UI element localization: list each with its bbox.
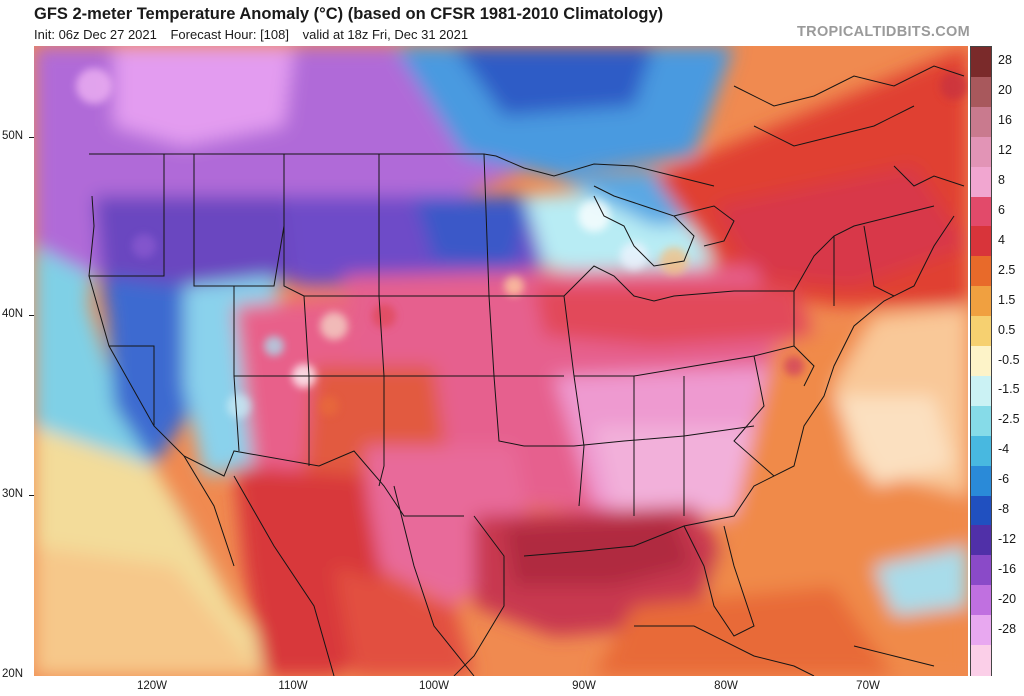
- colorbar-label: 16: [998, 113, 1012, 128]
- colorbar-label: 2.5: [998, 262, 1016, 277]
- lat-label-20n: 20N: [2, 668, 24, 680]
- lat-label-30n: 30N: [2, 488, 24, 500]
- colorbar-label: -6: [998, 472, 1010, 487]
- colorbar-label: -12: [998, 531, 1017, 546]
- colorbar-segment: [971, 196, 991, 228]
- lat-label-50n: 50N: [2, 130, 24, 142]
- colorbar-segment: [971, 166, 991, 198]
- lat-tick: [29, 495, 34, 496]
- colorbar-label: 6: [998, 202, 1005, 217]
- lon-label-70w: 70W: [856, 680, 880, 692]
- colorbar-label: 28: [998, 53, 1012, 68]
- us-canada-border: [89, 153, 715, 187]
- colorbar-segment: [971, 615, 991, 646]
- colorbar-segment: [971, 525, 991, 556]
- chart-title: GFS 2-meter Temperature Anomaly (°C) (ba…: [34, 5, 664, 23]
- colorbar-label: 4: [998, 232, 1005, 247]
- anomaly-detail: [76, 68, 968, 418]
- lat-tick: [29, 315, 34, 316]
- chart-subtitle: Init: 06z Dec 27 2021 Forecast Hour: [10…: [34, 27, 478, 42]
- colorbar-segment: [971, 645, 991, 676]
- colorbar-label: -1.5: [998, 382, 1020, 397]
- colorbar-label: 12: [998, 143, 1012, 158]
- init-time: Init: 06z Dec 27 2021: [34, 27, 157, 42]
- colorbar-segment: [971, 585, 991, 616]
- colorbar-label: 20: [998, 83, 1012, 98]
- lon-label-110w: 110W: [278, 680, 308, 692]
- colorbar-segment: [971, 76, 991, 108]
- forecast-hour: Forecast Hour: [108]: [170, 27, 289, 42]
- colorbar-segment: [971, 435, 991, 467]
- map-boundaries: [88, 65, 965, 676]
- colorbar-segment: [971, 495, 991, 527]
- colorbar-segment: [971, 346, 991, 377]
- colorbar-segment: [971, 555, 991, 586]
- lat-tick: [29, 137, 34, 138]
- chart-header: GFS 2-meter Temperature Anomaly (°C) (ba…: [0, 0, 1024, 46]
- brand-watermark: TROPICALTIDBITS.COM: [797, 24, 970, 40]
- colorbar-label: -0.5: [998, 352, 1020, 367]
- colorbar-label: -16: [998, 561, 1017, 576]
- lon-label-90w: 90W: [572, 680, 596, 692]
- colorbar-label: -8: [998, 502, 1010, 517]
- colorbar-label: -20: [998, 591, 1017, 606]
- colorbar-segment: [971, 465, 991, 497]
- lon-label-80w: 80W: [714, 680, 738, 692]
- colorbar-segment: [971, 106, 991, 138]
- colorbar-segment: [971, 316, 991, 347]
- anomaly-field: [34, 46, 968, 676]
- colorbar-segment: [971, 286, 991, 317]
- colorbar-segment: [971, 47, 991, 78]
- colorbar-label: -4: [998, 442, 1010, 457]
- anomaly-map: [34, 46, 968, 676]
- lon-label-120w: 120W: [136, 680, 168, 692]
- colorbar-segment: [971, 136, 991, 168]
- colorbar-segment: [971, 226, 991, 257]
- colorbar-segment: [971, 375, 991, 407]
- lat-label-40n: 40N: [2, 308, 24, 320]
- colorbar-segment: [971, 256, 991, 287]
- colorbar-label: 0.5: [998, 322, 1016, 337]
- colorbar-label: -2.5: [998, 412, 1020, 427]
- colorbar-label: -28: [998, 621, 1017, 636]
- map-canvas: [34, 46, 968, 676]
- colorbar-label: 1.5: [998, 292, 1016, 307]
- colorbar: [970, 46, 992, 676]
- colorbar-segment: [971, 405, 991, 437]
- lon-label-100w: 100W: [418, 680, 450, 692]
- colorbar-label: 8: [998, 173, 1005, 188]
- valid-time: valid at 18z Fri, Dec 31 2021: [302, 27, 469, 42]
